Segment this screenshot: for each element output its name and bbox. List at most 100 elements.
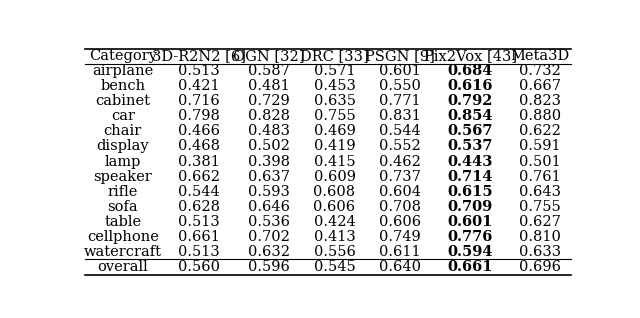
Text: 0.552: 0.552 bbox=[379, 140, 420, 154]
Text: 0.413: 0.413 bbox=[314, 230, 355, 244]
Text: 0.398: 0.398 bbox=[248, 155, 290, 169]
Text: 0.661: 0.661 bbox=[447, 260, 493, 274]
Text: 0.424: 0.424 bbox=[314, 215, 355, 229]
Text: 0.627: 0.627 bbox=[519, 215, 561, 229]
Text: 0.483: 0.483 bbox=[248, 124, 290, 138]
Text: 0.828: 0.828 bbox=[248, 109, 290, 123]
Text: 0.567: 0.567 bbox=[447, 124, 493, 138]
Text: 0.684: 0.684 bbox=[448, 64, 493, 78]
Text: 0.596: 0.596 bbox=[248, 260, 290, 274]
Text: 0.632: 0.632 bbox=[248, 245, 290, 259]
Text: 0.443: 0.443 bbox=[448, 155, 493, 169]
Text: 0.545: 0.545 bbox=[314, 260, 355, 274]
Text: display: display bbox=[97, 140, 149, 154]
Text: car: car bbox=[111, 109, 135, 123]
Text: 0.708: 0.708 bbox=[379, 200, 421, 214]
Text: rifle: rifle bbox=[108, 185, 138, 199]
Text: 0.421: 0.421 bbox=[178, 79, 220, 93]
Text: 0.643: 0.643 bbox=[518, 185, 561, 199]
Text: 0.615: 0.615 bbox=[447, 185, 493, 199]
Text: speaker: speaker bbox=[93, 169, 152, 183]
Text: cabinet: cabinet bbox=[95, 94, 150, 108]
Text: 0.609: 0.609 bbox=[314, 169, 356, 183]
Text: 0.556: 0.556 bbox=[314, 245, 355, 259]
Text: 0.810: 0.810 bbox=[519, 230, 561, 244]
Text: 0.662: 0.662 bbox=[178, 169, 220, 183]
Text: table: table bbox=[104, 215, 141, 229]
Text: chair: chair bbox=[104, 124, 142, 138]
Text: 0.640: 0.640 bbox=[379, 260, 421, 274]
Text: 0.616: 0.616 bbox=[447, 79, 493, 93]
Text: 0.831: 0.831 bbox=[379, 109, 421, 123]
Text: 0.702: 0.702 bbox=[248, 230, 290, 244]
Text: lamp: lamp bbox=[105, 155, 141, 169]
Text: 0.468: 0.468 bbox=[178, 140, 220, 154]
Text: 0.749: 0.749 bbox=[379, 230, 420, 244]
Text: 0.560: 0.560 bbox=[178, 260, 220, 274]
Text: 0.606: 0.606 bbox=[314, 200, 356, 214]
Text: 0.611: 0.611 bbox=[379, 245, 420, 259]
Text: 0.635: 0.635 bbox=[314, 94, 356, 108]
Text: 0.544: 0.544 bbox=[178, 185, 220, 199]
Text: 0.606: 0.606 bbox=[379, 215, 421, 229]
Text: 0.792: 0.792 bbox=[447, 94, 493, 108]
Text: 0.737: 0.737 bbox=[379, 169, 421, 183]
Text: 0.466: 0.466 bbox=[178, 124, 220, 138]
Text: 0.381: 0.381 bbox=[178, 155, 220, 169]
Text: 0.637: 0.637 bbox=[248, 169, 290, 183]
Text: 0.481: 0.481 bbox=[248, 79, 290, 93]
Text: airplane: airplane bbox=[92, 64, 154, 78]
Text: Category: Category bbox=[89, 49, 157, 63]
Text: 0.593: 0.593 bbox=[248, 185, 290, 199]
Text: PSGN [9]: PSGN [9] bbox=[365, 49, 435, 63]
Text: 0.591: 0.591 bbox=[519, 140, 561, 154]
Text: 0.608: 0.608 bbox=[314, 185, 356, 199]
Text: 0.462: 0.462 bbox=[379, 155, 421, 169]
Text: 0.453: 0.453 bbox=[314, 79, 355, 93]
Text: 0.798: 0.798 bbox=[178, 109, 220, 123]
Text: 0.771: 0.771 bbox=[379, 94, 420, 108]
Text: 0.501: 0.501 bbox=[519, 155, 561, 169]
Text: overall: overall bbox=[97, 260, 148, 274]
Text: 0.628: 0.628 bbox=[178, 200, 220, 214]
Text: 0.761: 0.761 bbox=[519, 169, 561, 183]
Text: 0.513: 0.513 bbox=[178, 215, 220, 229]
Text: 0.823: 0.823 bbox=[518, 94, 561, 108]
Text: 0.776: 0.776 bbox=[448, 230, 493, 244]
Text: 0.633: 0.633 bbox=[518, 245, 561, 259]
Text: 0.544: 0.544 bbox=[379, 124, 420, 138]
Text: Meta3D: Meta3D bbox=[510, 49, 570, 63]
Text: DRC [33]: DRC [33] bbox=[300, 49, 369, 63]
Text: 0.513: 0.513 bbox=[178, 64, 220, 78]
Text: 0.716: 0.716 bbox=[178, 94, 220, 108]
Text: 0.604: 0.604 bbox=[379, 185, 421, 199]
Text: 0.661: 0.661 bbox=[178, 230, 220, 244]
Text: cellphone: cellphone bbox=[87, 230, 159, 244]
Text: 0.550: 0.550 bbox=[379, 79, 421, 93]
Text: 0.755: 0.755 bbox=[519, 200, 561, 214]
Text: 0.587: 0.587 bbox=[248, 64, 290, 78]
Text: 0.880: 0.880 bbox=[518, 109, 561, 123]
Text: 0.622: 0.622 bbox=[519, 124, 561, 138]
Text: 0.729: 0.729 bbox=[248, 94, 290, 108]
Text: watercraft: watercraft bbox=[84, 245, 162, 259]
Text: 0.594: 0.594 bbox=[447, 245, 493, 259]
Text: 3D-R2N2 [6]: 3D-R2N2 [6] bbox=[152, 49, 246, 63]
Text: 0.419: 0.419 bbox=[314, 140, 355, 154]
Text: 0.755: 0.755 bbox=[314, 109, 355, 123]
Text: 0.513: 0.513 bbox=[178, 245, 220, 259]
Text: 0.714: 0.714 bbox=[447, 169, 493, 183]
Text: 0.646: 0.646 bbox=[248, 200, 290, 214]
Text: 0.536: 0.536 bbox=[248, 215, 290, 229]
Text: OGN [32]: OGN [32] bbox=[234, 49, 305, 63]
Text: 0.415: 0.415 bbox=[314, 155, 355, 169]
Text: 0.601: 0.601 bbox=[379, 64, 421, 78]
Text: 0.709: 0.709 bbox=[448, 200, 493, 214]
Text: 0.696: 0.696 bbox=[518, 260, 561, 274]
Text: bench: bench bbox=[100, 79, 145, 93]
Text: 0.732: 0.732 bbox=[519, 64, 561, 78]
Text: 0.667: 0.667 bbox=[518, 79, 561, 93]
Text: Pix2Vox [43]: Pix2Vox [43] bbox=[424, 49, 517, 63]
Text: 0.537: 0.537 bbox=[447, 140, 493, 154]
Text: 0.854: 0.854 bbox=[447, 109, 493, 123]
